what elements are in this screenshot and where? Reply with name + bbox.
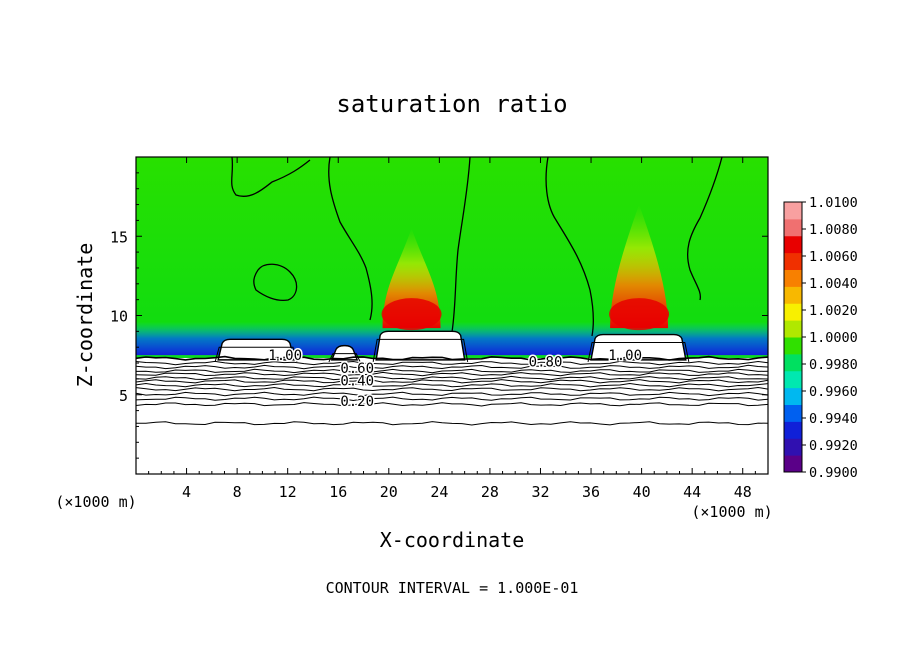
x-axis-label: X-coordinate xyxy=(380,528,525,552)
contour-label: 1.00 xyxy=(608,348,642,364)
contour-1.00-right-a xyxy=(545,157,594,337)
colorbar-swatch xyxy=(784,252,802,270)
colorbar-swatch xyxy=(784,455,802,473)
y-axis-label: Z-coordinate xyxy=(73,243,97,388)
cloud-outline-3 xyxy=(372,338,469,362)
contour-1.00-right-b xyxy=(686,157,723,301)
contour-line-4 xyxy=(136,368,768,374)
x-tick-label: 40 xyxy=(633,483,651,501)
cloud-region-3 xyxy=(375,330,466,361)
contour-line-2 xyxy=(136,360,768,366)
contour-label: 0.60 xyxy=(340,361,374,377)
colorbar-label: 0.9940 xyxy=(809,411,858,427)
contour-line-11 xyxy=(136,396,768,402)
colorbar-swatch xyxy=(784,303,802,321)
colorbar-label: 1.0060 xyxy=(809,249,858,265)
colorbar-swatch xyxy=(784,202,802,220)
colorbar-swatch xyxy=(784,438,802,456)
colorbar-swatch xyxy=(784,404,802,422)
contour-line-1 xyxy=(136,355,768,361)
x-tick-label: 24 xyxy=(430,483,448,501)
colorbar-swatch xyxy=(784,421,802,439)
cloud-regions xyxy=(214,330,690,363)
colorbar-swatch xyxy=(784,269,802,287)
contour-line-9 xyxy=(136,386,768,392)
plume-core-1 xyxy=(381,298,442,331)
y-tick-label: 10 xyxy=(110,308,128,326)
colorbar: 1.0100 1.0080 1.0060 1.0040 1.0020 1.0000 0.99… xyxy=(783,195,858,481)
colorbar-swatch xyxy=(784,387,802,405)
x-tick-label: 12 xyxy=(279,483,297,501)
x-tick-label: 8 xyxy=(233,483,242,501)
contour-1.00-mid-b xyxy=(451,157,471,333)
x-tick-label: 20 xyxy=(380,483,398,501)
colorbar-swatch xyxy=(784,353,802,372)
contour-label: 1.00 xyxy=(268,348,302,364)
contour-lines xyxy=(136,355,768,426)
colorbar-swatch xyxy=(784,370,802,389)
x-axis-ticks: 4 8 12 16 20 24 28 32 36 40 44 48 xyxy=(148,157,756,501)
contour-line-10 xyxy=(136,391,768,397)
contour-line-5 xyxy=(136,371,768,377)
y-axis-ticks: 5 10 15 xyxy=(110,172,768,459)
contour-label: 0.80 xyxy=(529,354,563,370)
y-tick-label: 15 xyxy=(110,228,128,246)
x-tick-label: 4 xyxy=(182,483,191,501)
plume-core-2 xyxy=(609,298,670,331)
contour-label: 0.20 xyxy=(340,394,374,410)
x-tick-label: 28 xyxy=(481,483,499,501)
contour-label: 0.40 xyxy=(340,373,374,389)
colorbar-swatch xyxy=(784,337,802,355)
colorbar-label: 0.9960 xyxy=(809,384,858,400)
x-tick-label: 48 xyxy=(734,483,752,501)
lower-white-region xyxy=(136,358,768,474)
plume-2 xyxy=(610,204,669,329)
cloud-outline-1 xyxy=(214,346,298,363)
chart-title: saturation ratio xyxy=(336,90,567,118)
colorbar-label: 0.9900 xyxy=(809,465,858,481)
contour-line-6 xyxy=(136,375,768,381)
cloud-outline-4 xyxy=(587,342,690,362)
x-tick-label: 44 xyxy=(683,483,701,501)
plot-area xyxy=(136,157,768,474)
contour-line-7 xyxy=(136,379,768,384)
contour-1.00-left-blob xyxy=(253,263,298,302)
contour-line-12 xyxy=(136,402,768,407)
colorbar-label: 1.0080 xyxy=(809,222,858,238)
colorbar-label: 0.9980 xyxy=(809,357,858,373)
colorbar-swatch xyxy=(784,235,802,254)
colorbar-label: 1.0000 xyxy=(809,330,858,346)
x-tick-label: 32 xyxy=(531,483,549,501)
colorbar-label: 1.0040 xyxy=(809,276,858,292)
colorbar-swatch xyxy=(784,218,802,237)
x-axis-unit: (×1000 m) xyxy=(691,503,772,521)
contour-interval-note: CONTOUR INTERVAL = 1.000E-01 xyxy=(326,579,579,597)
supersaturation-plumes xyxy=(381,204,670,331)
cloud-region-4 xyxy=(590,333,687,361)
x-tick-label: 16 xyxy=(329,483,347,501)
cloud-region-2 xyxy=(330,344,359,361)
colorbar-label: 0.9920 xyxy=(809,438,858,454)
contour-line-3 xyxy=(136,364,768,370)
contour-1.00-left-upper xyxy=(231,157,311,197)
contour-labels: 1.00 0.600.40 0.20 0.80 1.00 xyxy=(267,347,644,412)
contour-1.00-mid-a xyxy=(328,157,373,321)
cloud-region-1 xyxy=(217,338,295,361)
contour-line-8 xyxy=(136,382,768,388)
colorbar-swatch xyxy=(784,286,802,304)
y-tick-label: 5 xyxy=(119,387,128,405)
contour-line-13 xyxy=(136,421,768,426)
x-tick-label: 36 xyxy=(582,483,600,501)
colorbar-swatch xyxy=(784,320,802,338)
colorbar-label: 1.0100 xyxy=(809,195,858,211)
y-axis-unit: (×1000 m) xyxy=(55,493,136,511)
colorbar-label: 1.0020 xyxy=(809,303,858,319)
